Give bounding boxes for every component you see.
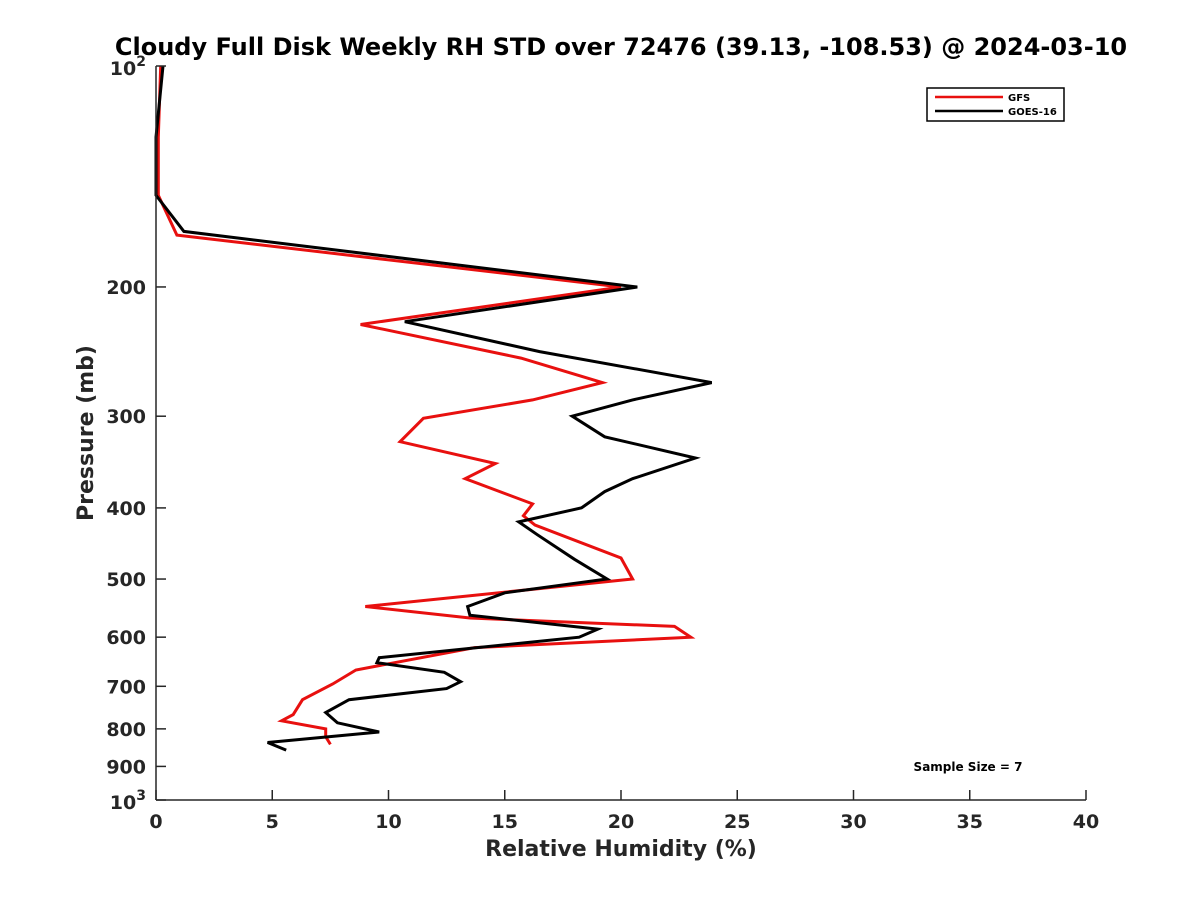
x-axis-label: Relative Humidity (%) [485,837,757,862]
legend: GFS GOES-16 [926,87,1065,122]
x-tick-label: 15 [492,811,518,833]
x-ticks: 0 5 10 15 20 25 30 35 40 [149,790,1099,833]
x-tick-label: 5 [266,811,279,833]
x-tick-label: 10 [375,811,401,833]
chart-title: Cloudy Full Disk Weekly RH STD over 7247… [115,33,1127,61]
series-line-goes-16 [154,65,713,752]
legend-box [926,87,1065,122]
sample-size-annotation: Sample Size = 7 [914,760,1023,774]
y-tick-label: 400 [106,498,146,520]
y-tick-label: 102 [110,54,146,80]
x-tick-label: 20 [608,811,634,833]
series-layer [154,65,713,752]
axes [155,66,1086,801]
legend-label-gfs: GFS [1008,93,1030,104]
x-tick-label: 0 [149,811,162,833]
y-axis-label: Pressure (mb) [74,345,99,521]
x-tick-label: 35 [957,811,983,833]
x-tick-label: 25 [724,811,750,833]
y-tick-label: 200 [106,277,146,299]
y-tick-label: 800 [106,719,146,741]
x-tick-label: 40 [1073,811,1099,833]
legend-label-goes-16: GOES-16 [1008,107,1057,118]
y-tick-label: 103 [110,788,146,814]
y-tick-label: 900 [106,756,146,778]
y-tick-label: 700 [106,676,146,698]
y-tick-label: 600 [106,627,146,649]
y-ticks: 200 300 400 500 600 700 800 900 102 103 [106,54,166,814]
x-tick-label: 30 [840,811,866,833]
y-tick-label: 300 [106,406,146,428]
y-tick-label: 500 [106,569,146,591]
series-line-gfs [156,65,696,746]
